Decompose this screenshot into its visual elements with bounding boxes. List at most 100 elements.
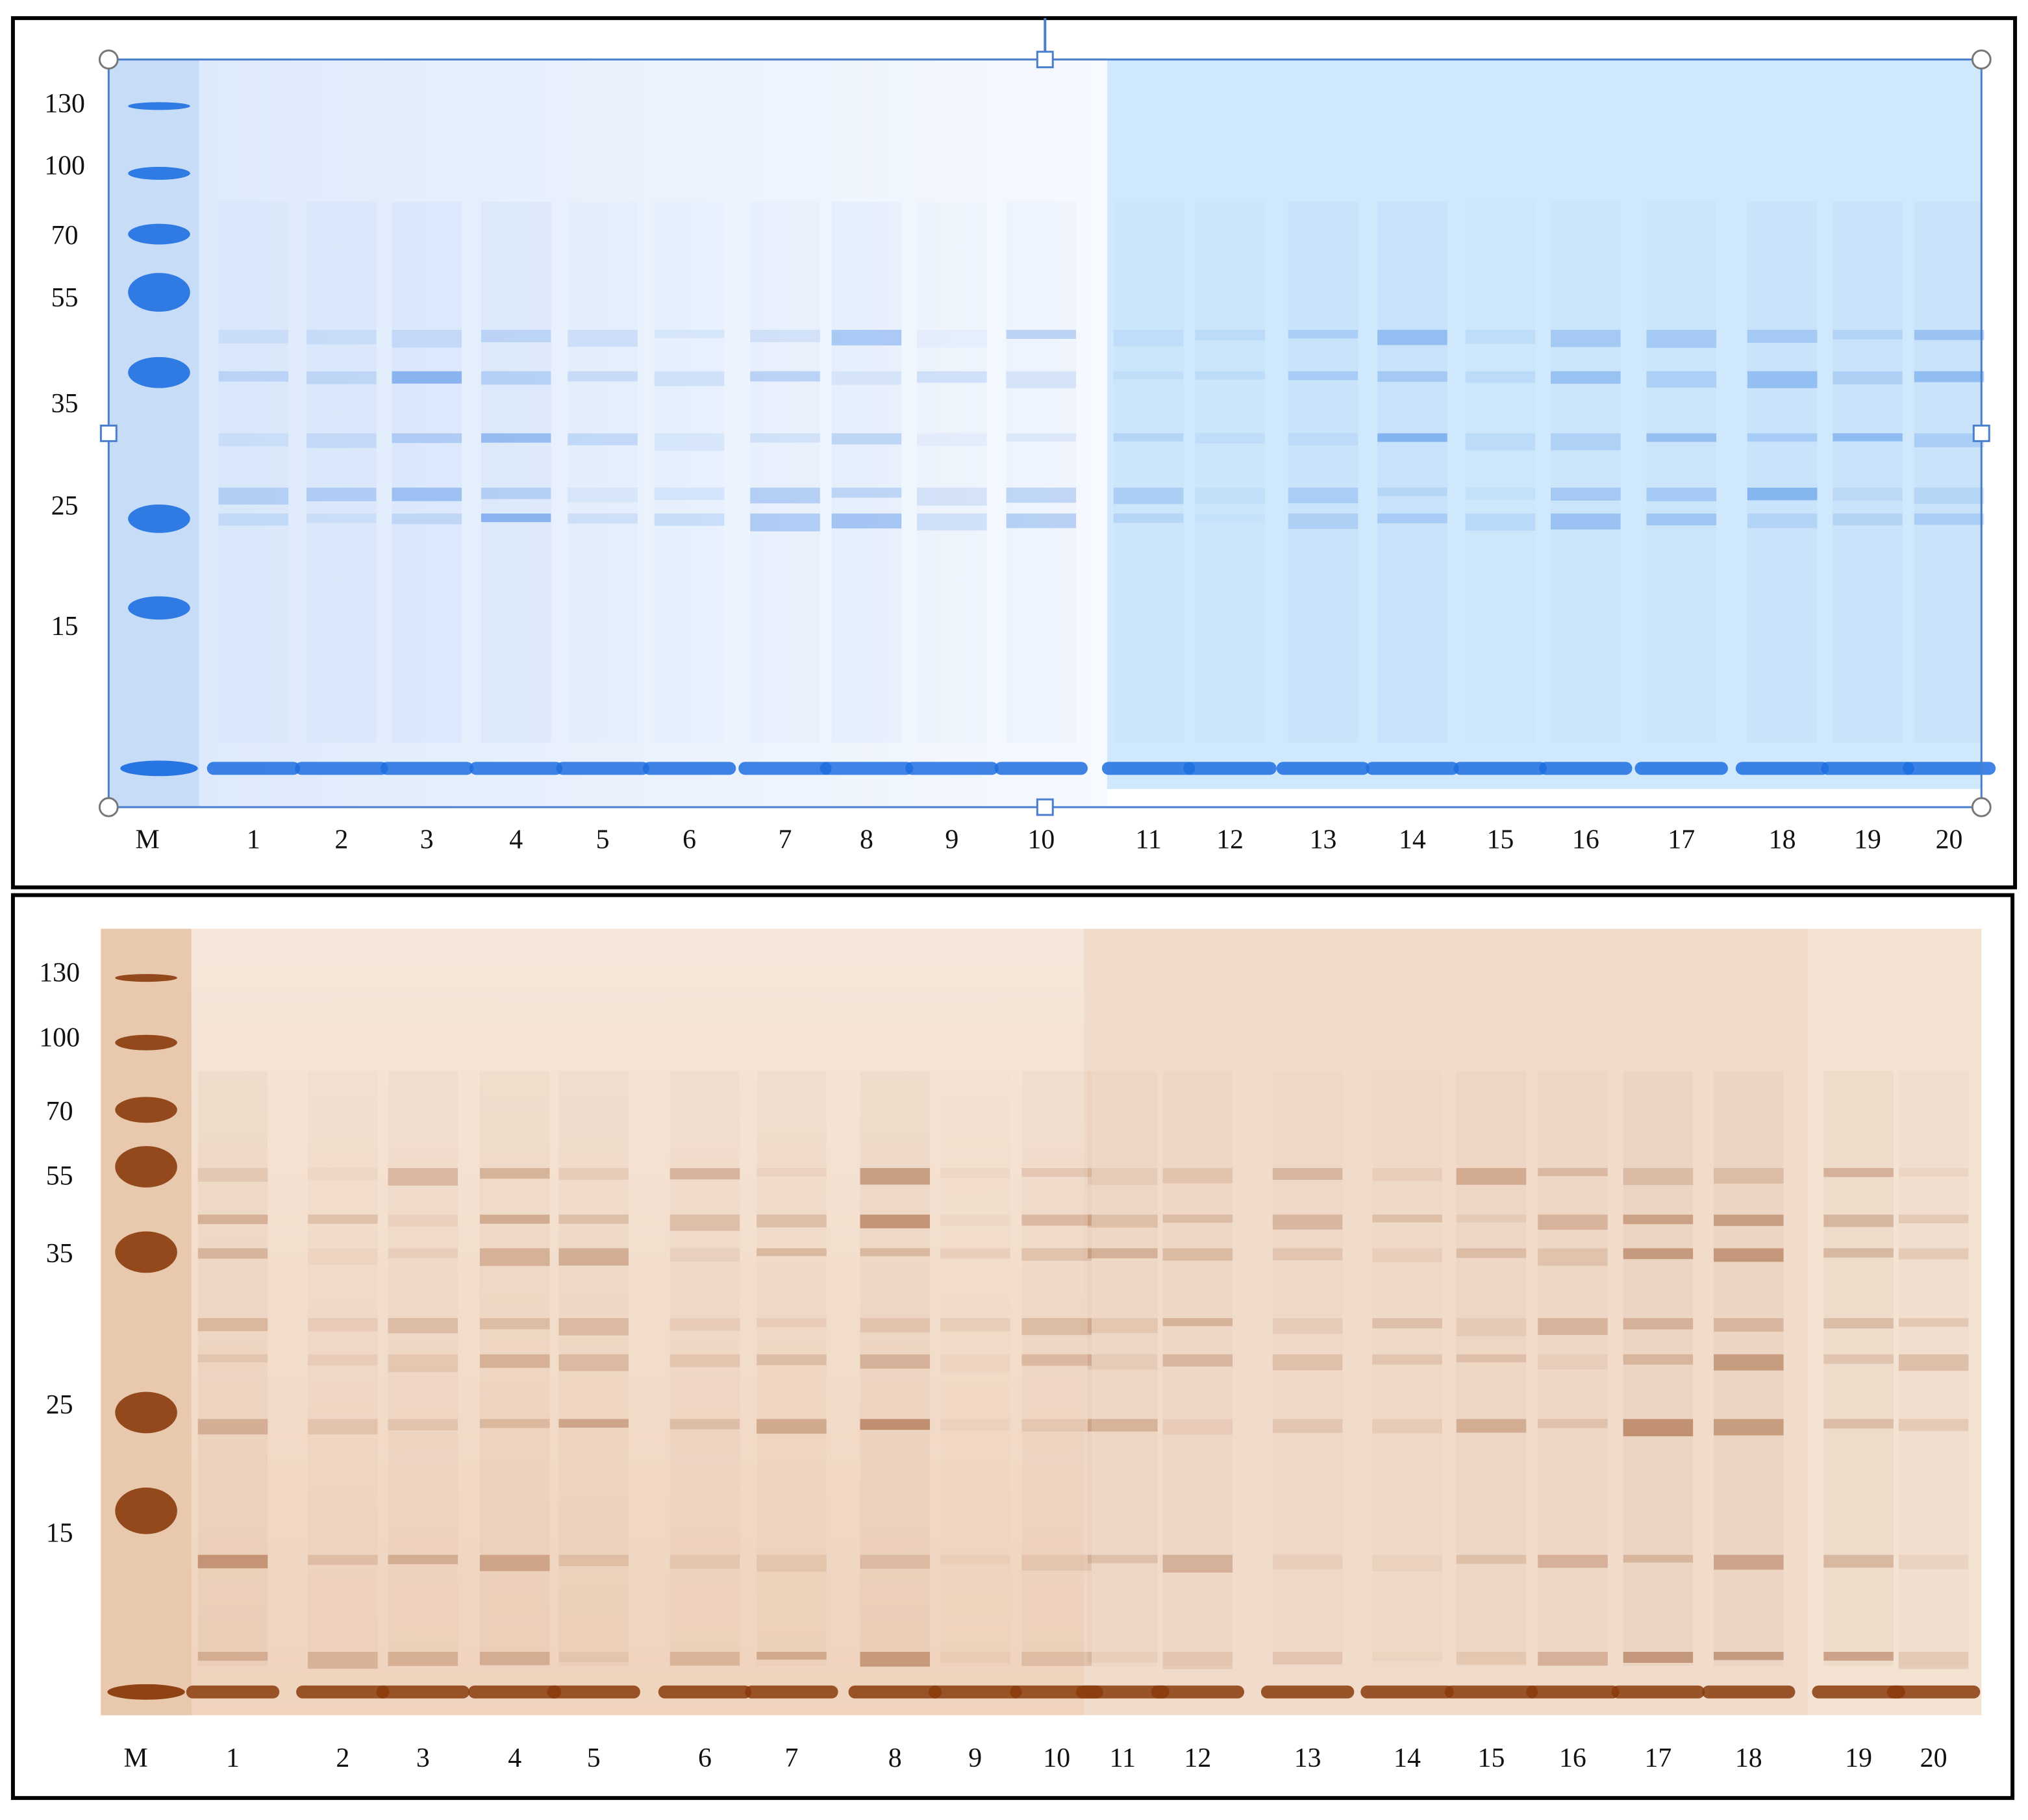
lane-smear — [219, 202, 289, 743]
protein-band — [860, 1318, 931, 1332]
marker-label: 35 — [51, 389, 79, 419]
lane-label: 14 — [1394, 1743, 1421, 1773]
protein-band — [307, 330, 377, 345]
protein-band — [1113, 330, 1184, 347]
protein-band — [917, 513, 987, 530]
protein-band — [750, 488, 820, 504]
protein-band — [1551, 330, 1621, 347]
front-band — [296, 1685, 390, 1699]
protein-band — [1747, 330, 1818, 343]
protein-band — [1898, 1167, 1969, 1177]
protein-band — [670, 1354, 740, 1367]
protein-band — [757, 1318, 827, 1327]
front-band — [295, 762, 388, 775]
lane-label: 15 — [1478, 1743, 1505, 1773]
protein-band — [1162, 1214, 1233, 1223]
protein-band — [757, 1248, 827, 1256]
front-band — [642, 762, 736, 775]
protein-band — [1372, 1248, 1442, 1263]
lane-smear — [481, 201, 551, 743]
lane-label: 2 — [334, 825, 348, 855]
gel-left — [101, 929, 1084, 1715]
protein-band — [670, 1318, 740, 1331]
ladder-band — [128, 223, 190, 245]
ladder-band — [115, 1488, 177, 1534]
lane-label: 6 — [682, 825, 696, 855]
gel-middle — [1084, 929, 1809, 1715]
protein-band — [1088, 1248, 1158, 1258]
protein-band — [1456, 1214, 1527, 1223]
protein-band — [1195, 488, 1265, 504]
protein-band — [1823, 1318, 1894, 1328]
protein-band — [558, 1214, 629, 1224]
lane-smear — [750, 202, 820, 743]
protein-band — [1288, 330, 1358, 339]
front-band — [658, 1685, 752, 1699]
protein-band — [568, 371, 638, 382]
front-band — [905, 762, 999, 775]
protein-band — [940, 1215, 1010, 1226]
lane-label: 7 — [779, 825, 792, 855]
protein-band — [197, 1354, 268, 1363]
marker-label: 100 — [44, 151, 85, 181]
protein-band — [1272, 1167, 1343, 1180]
gel-left — [108, 59, 1107, 808]
protein-band — [940, 1168, 1010, 1178]
protein-band — [1288, 488, 1358, 504]
ladder-band — [115, 974, 177, 982]
protein-band — [1823, 1419, 1894, 1429]
lane-label: 9 — [945, 825, 958, 855]
protein-band — [307, 433, 377, 449]
protein-band — [1021, 1354, 1092, 1366]
protein-band — [568, 330, 638, 347]
protein-band — [1714, 1652, 1784, 1660]
protein-band — [197, 1554, 268, 1569]
protein-band — [392, 371, 462, 384]
front-band — [1076, 1685, 1170, 1699]
protein-band — [1747, 433, 1818, 442]
protein-band — [1088, 1652, 1158, 1663]
lane-label: 19 — [1845, 1743, 1872, 1773]
protein-band — [1465, 433, 1536, 451]
protein-band — [479, 1652, 550, 1665]
lane-label: 16 — [1559, 1743, 1586, 1773]
protein-band — [940, 1248, 1010, 1259]
protein-band — [1088, 1318, 1158, 1334]
protein-band — [1623, 1167, 1694, 1186]
lane-smear — [1823, 1071, 1894, 1666]
protein-band — [388, 1167, 458, 1186]
protein-band — [307, 371, 377, 384]
protein-band — [388, 1354, 458, 1373]
lane-label: 6 — [698, 1743, 712, 1773]
protein-band — [479, 1419, 550, 1428]
lane-smear — [1833, 202, 1903, 743]
marker-label: 130 — [39, 958, 80, 988]
protein-band — [1465, 371, 1536, 383]
protein-band — [1823, 1248, 1894, 1258]
marker-label: 70 — [51, 221, 79, 251]
lane-label: 13 — [1310, 825, 1337, 855]
protein-band — [307, 513, 377, 523]
marker-label: 70 — [46, 1097, 73, 1127]
front-band — [1276, 762, 1370, 775]
protein-band — [670, 1554, 740, 1569]
protein-band — [940, 1354, 1010, 1372]
marker-label: 55 — [51, 283, 79, 313]
front-band — [820, 762, 914, 775]
protein-band — [654, 371, 725, 386]
protein-band — [1456, 1554, 1527, 1564]
protein-band — [1372, 1554, 1442, 1571]
protein-band — [1465, 513, 1536, 531]
lane-smear — [1623, 1071, 1694, 1666]
lane-smear — [1377, 201, 1447, 743]
side-handle — [1972, 424, 1990, 442]
protein-band — [1377, 433, 1447, 442]
protein-band — [1195, 514, 1265, 523]
front-band — [994, 762, 1088, 775]
front-band — [1101, 762, 1196, 775]
protein-band — [1272, 1554, 1343, 1569]
lane-label: 8 — [860, 825, 873, 855]
